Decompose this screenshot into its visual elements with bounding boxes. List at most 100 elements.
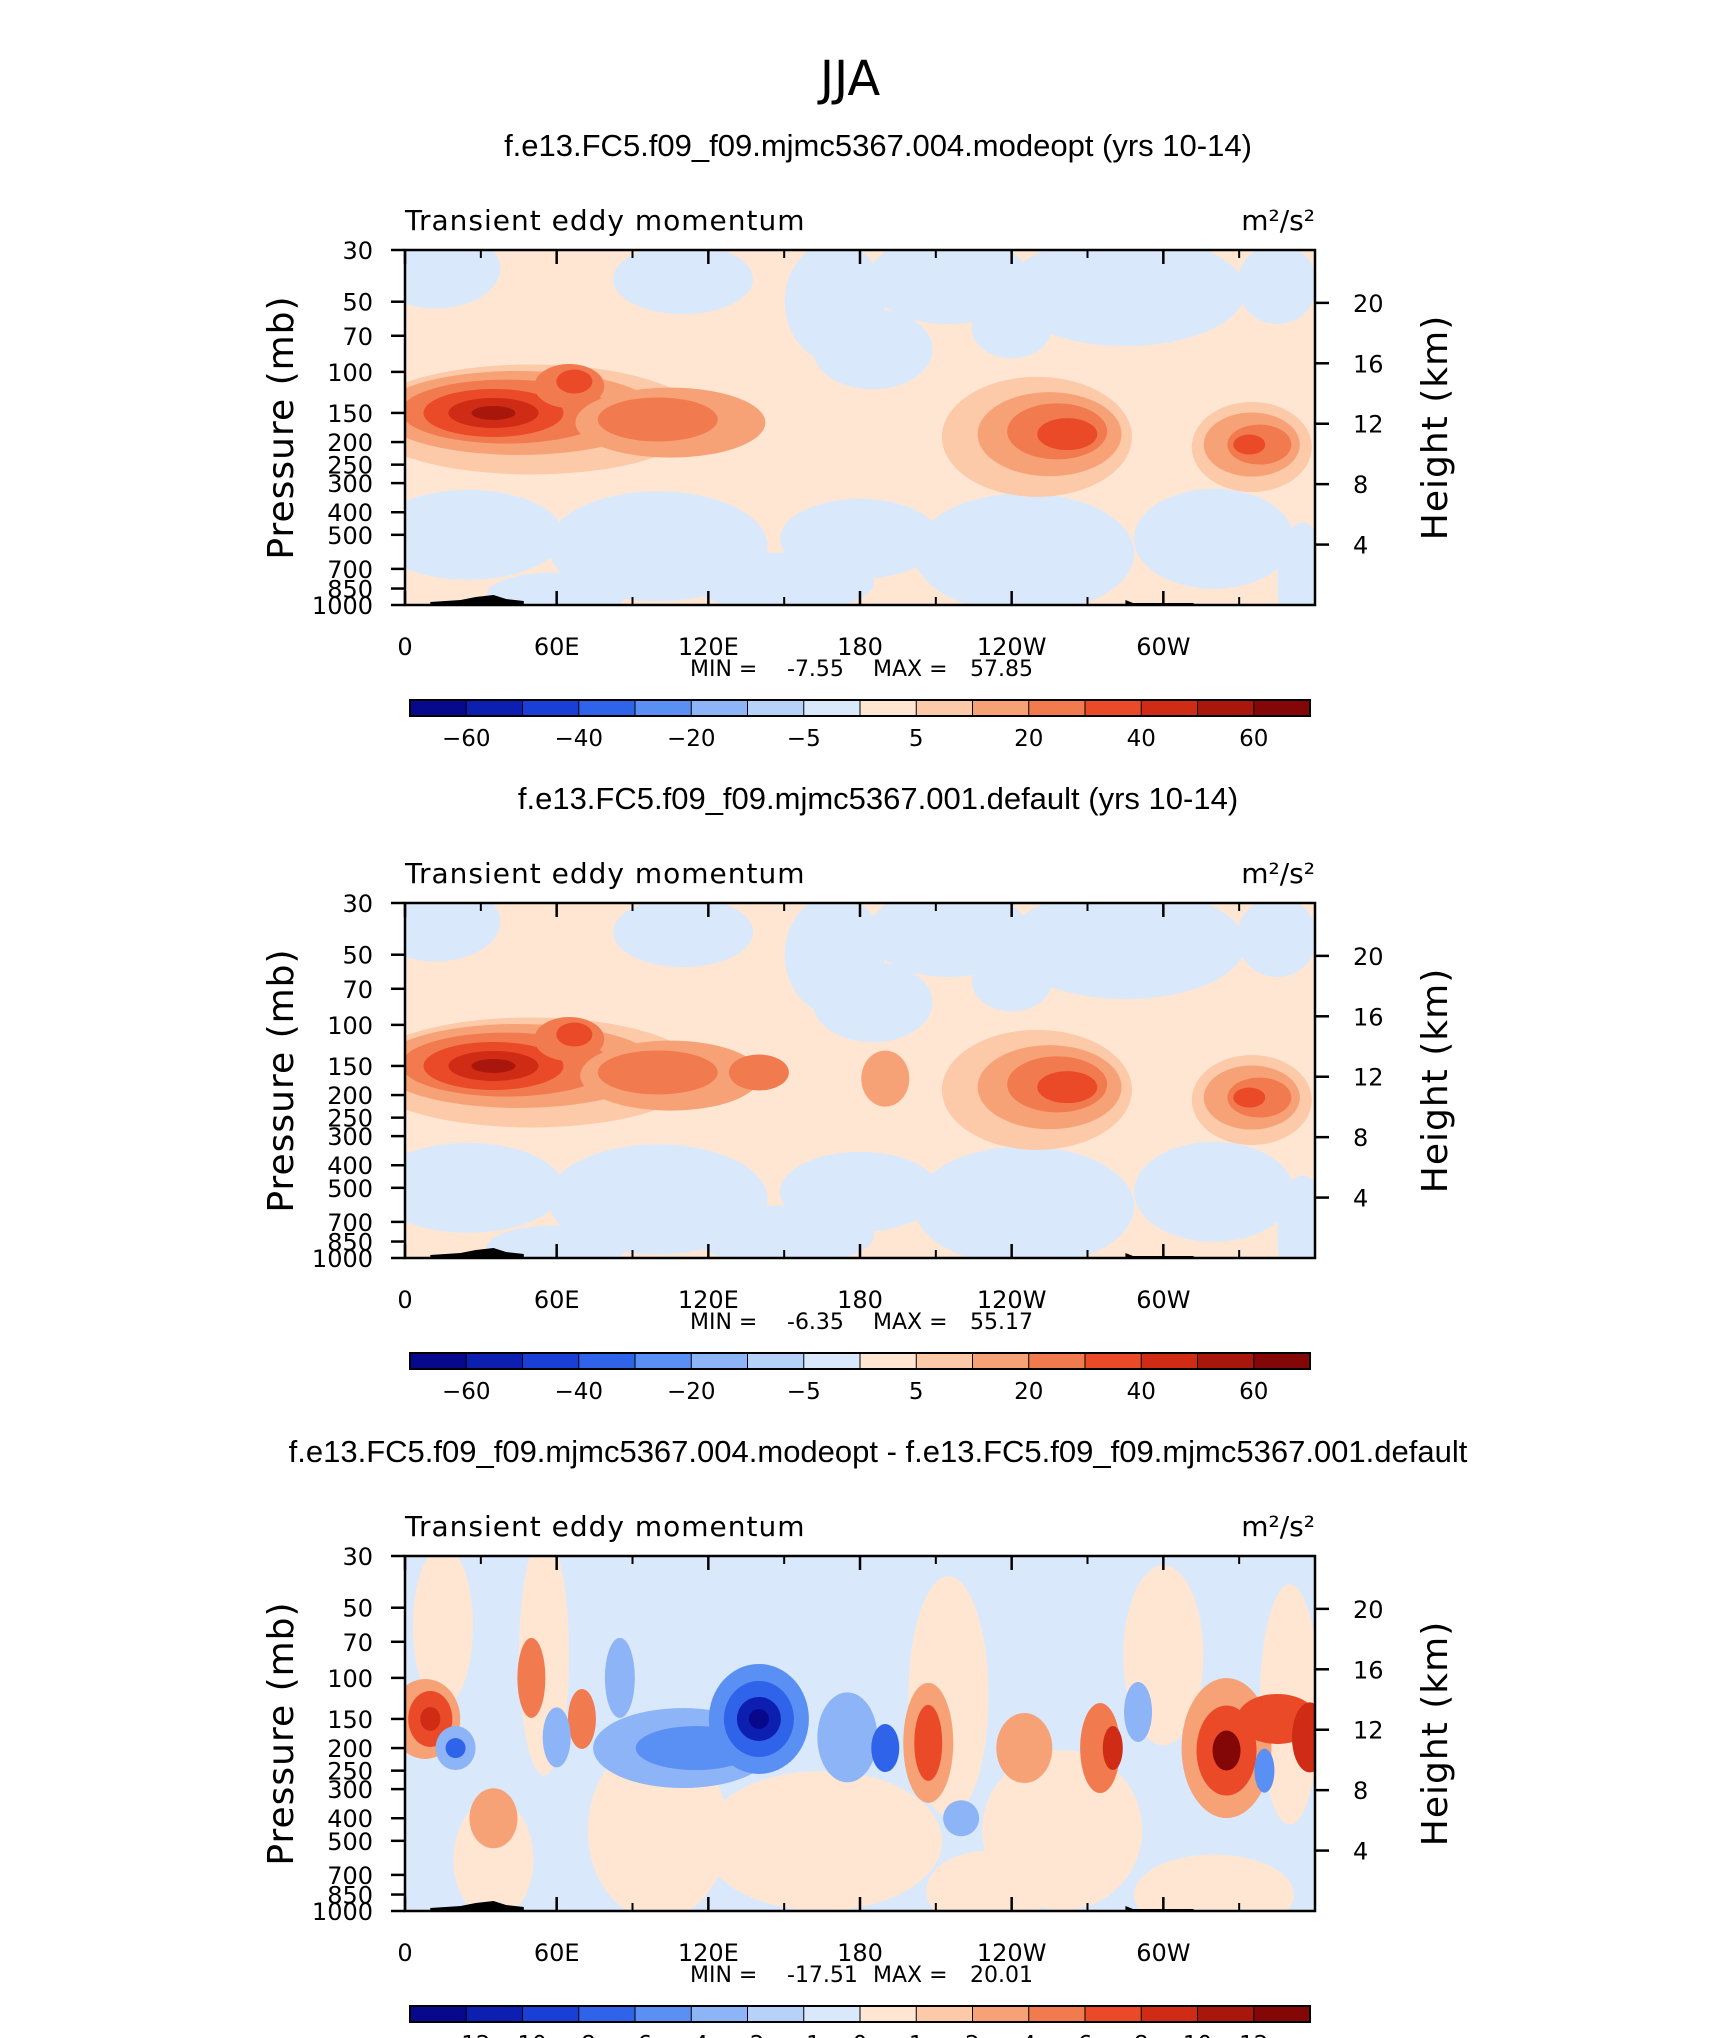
positive-region <box>926 1850 1047 1911</box>
y-tick-label: 100 <box>327 359 373 387</box>
y-tick-label: 150 <box>327 1053 373 1081</box>
chart-panel-3: f.e13.FC5.f09_f09.mjmc5367.004.modeopt -… <box>261 1434 1468 2038</box>
y2-tick-label: 20 <box>1353 1596 1384 1624</box>
y-tick-label: 1000 <box>312 1245 373 1273</box>
contour-pos <box>1080 1703 1121 1794</box>
negative-region <box>914 493 1135 605</box>
y-tick-label: 250 <box>327 1758 373 1786</box>
colorbar-label: 1 <box>909 2032 924 2038</box>
colorbar-box <box>803 1352 861 1370</box>
stats-max-label: MAX = <box>873 1310 948 1335</box>
colorbar-label: 6 <box>1078 2032 1093 2038</box>
x-tick-label: 180 <box>837 1939 883 1967</box>
y-tick-label: 50 <box>342 942 373 970</box>
x-tick-label: 60W <box>1136 1286 1190 1314</box>
stats-min-value: -17.51 <box>787 1963 858 1988</box>
colorbar-box <box>522 2005 580 2023</box>
stats-max-value: 57.85 <box>970 657 1033 682</box>
colorbar-label: −2 <box>731 2032 765 2038</box>
contour-20 <box>597 397 718 442</box>
colorbar-box <box>915 699 974 717</box>
x-tick-label: 120E <box>678 633 739 661</box>
y2-axis-label: Height (km) <box>1415 1621 1456 1846</box>
colorbar-box <box>634 699 693 717</box>
y-tick-label: 500 <box>327 522 373 550</box>
colorbar-label: 5 <box>909 1379 924 1405</box>
y-tick-label: 300 <box>327 1776 373 1804</box>
contour-30 <box>1037 418 1098 451</box>
colorbar-label: 20 <box>1014 726 1043 752</box>
negative-region <box>694 552 875 605</box>
colorbar-label: 20 <box>1014 1379 1043 1405</box>
contour-30 <box>1233 434 1266 455</box>
y-tick-label: 850 <box>327 1229 373 1257</box>
y-tick-label: 850 <box>327 576 373 604</box>
colorbar-box <box>522 1352 580 1370</box>
contour-neg <box>871 1724 900 1773</box>
y-tick-label: 400 <box>327 1805 373 1833</box>
y-tick-label: 70 <box>342 323 373 351</box>
panel-units: m²/s² <box>1241 204 1315 237</box>
panel-subtitle: Transient eddy momentum <box>404 204 806 237</box>
y2-tick-label: 8 <box>1353 1124 1368 1152</box>
x-tick-label: 60E <box>534 1286 580 1314</box>
colorbar-label: 5 <box>909 726 924 752</box>
colorbar-box <box>1140 2005 1199 2023</box>
colorbar-label: −10 <box>498 2032 547 2038</box>
colorbar-box <box>465 2005 524 2023</box>
colorbar-label: 8 <box>1134 2032 1149 2038</box>
x-tick-label: 120E <box>678 1286 739 1314</box>
colorbar-box <box>690 1352 749 1370</box>
colorbar-box <box>1084 2005 1143 2023</box>
x-tick-label: 0 <box>397 1286 412 1314</box>
colorbar-box <box>972 2005 1030 2023</box>
y2-tick-label: 16 <box>1353 1656 1384 1684</box>
y-tick-label: 1000 <box>312 592 373 620</box>
negative-region <box>1133 488 1294 589</box>
colorbar-box <box>1197 1352 1255 1370</box>
negative-region <box>1277 1175 1315 1258</box>
colorbar-frame <box>409 2005 1311 2023</box>
y-tick-label: 300 <box>327 1123 373 1151</box>
stats-max-value: 55.17 <box>970 1310 1033 1335</box>
y-tick-label: 30 <box>342 1543 373 1571</box>
contour-pos <box>1291 1702 1315 1773</box>
x-tick-label: 60W <box>1136 1939 1190 1967</box>
colorbar-box <box>1253 699 1311 717</box>
chart-panel-2: f.e13.FC5.f09_f09.mjmc5367.001.default (… <box>261 781 1456 1405</box>
y-tick-label: 300 <box>327 470 373 498</box>
colorbar-box <box>859 1352 918 1370</box>
colorbar-box <box>747 2005 805 2023</box>
contour-pos <box>996 1713 1053 1784</box>
colorbar-box <box>1028 1352 1086 1370</box>
colorbar-label: −12 <box>442 2032 491 2038</box>
colorbar-box <box>1140 1352 1199 1370</box>
panel-title: f.e13.FC5.f09_f09.mjmc5367.004.modeopt -… <box>289 1434 1468 1469</box>
colorbar-box <box>747 1352 805 1370</box>
colorbar-box <box>1028 699 1086 717</box>
colorbar-box <box>409 699 468 717</box>
colorbar-box <box>1084 699 1143 717</box>
colorbar-box <box>972 699 1030 717</box>
negative-region <box>971 298 1052 359</box>
figure-title: JJA <box>817 51 880 107</box>
colorbar-box <box>409 2005 468 2023</box>
colorbar-box <box>465 699 524 717</box>
colorbar-box <box>972 1352 1030 1370</box>
colorbar-frame <box>409 1352 1311 1370</box>
contour-pos <box>1102 1726 1123 1771</box>
colorbar-label: −40 <box>554 1379 603 1405</box>
y-tick-label: 400 <box>327 1152 373 1180</box>
contour-neg <box>445 1738 466 1759</box>
panel-title: f.e13.FC5.f09_f09.mjmc5367.004.modeopt (… <box>504 128 1252 163</box>
y2-axis-label: Height (km) <box>1415 315 1456 540</box>
contour-min <box>748 1708 769 1729</box>
colorbar-box <box>578 2005 636 2023</box>
colorbar-frame <box>409 699 1311 717</box>
x-tick-label: 120W <box>977 1939 1047 1967</box>
y2-tick-label: 12 <box>1353 1064 1384 1092</box>
negative-region <box>971 951 1052 1012</box>
topography <box>430 1248 524 1258</box>
colorbar-label: −5 <box>787 726 821 752</box>
colorbar-box <box>1197 699 1255 717</box>
